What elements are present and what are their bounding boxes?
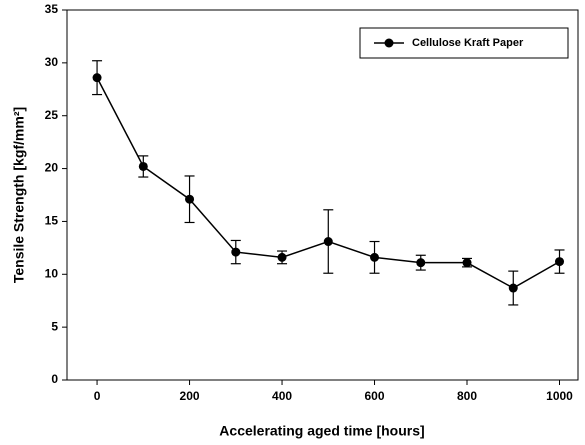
y-tick-label: 30 [45, 55, 59, 69]
y-tick-label: 25 [45, 108, 59, 122]
y-axis-title: Tensile Strength [kgf/mm²] [11, 107, 27, 283]
y-tick-label: 5 [51, 319, 58, 333]
x-tick-label: 1000 [546, 389, 573, 403]
x-tick-label: 200 [180, 389, 200, 403]
point [462, 258, 472, 268]
point [508, 283, 518, 293]
y-tick-label: 15 [45, 214, 59, 228]
point [277, 252, 287, 262]
y-tick-label: 20 [45, 161, 59, 175]
point [370, 252, 380, 262]
legend-label: Cellulose Kraft Paper [412, 37, 524, 49]
y-tick-label: 10 [45, 266, 59, 280]
point [231, 247, 241, 257]
point [323, 237, 333, 247]
point [185, 194, 195, 204]
x-tick-label: 800 [457, 389, 477, 403]
y-tick-label: 35 [45, 2, 59, 16]
point [138, 161, 148, 171]
point [416, 258, 426, 268]
x-axis-title: Accelerating aged time [hours] [219, 423, 424, 439]
legend-marker [384, 38, 394, 48]
point [92, 73, 102, 83]
point [555, 257, 565, 267]
plot-frame [66, 9, 579, 381]
x-tick-label: 600 [365, 389, 385, 403]
x-tick-label: 0 [94, 389, 101, 403]
y-tick-label: 0 [51, 372, 58, 386]
x-tick-label: 400 [272, 389, 292, 403]
